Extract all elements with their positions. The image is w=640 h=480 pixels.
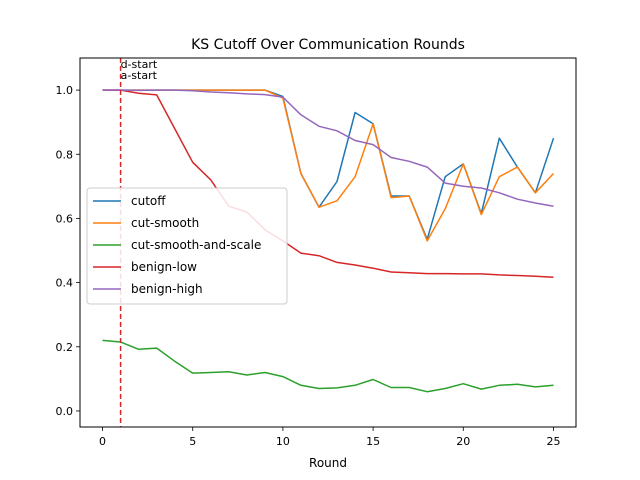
- x-axis-label: Round: [309, 456, 347, 470]
- plot-frame: [79, 57, 577, 428]
- y-tick-label: 0.2: [56, 341, 74, 354]
- legend-label: benign-low: [131, 260, 197, 274]
- y-tick-label: 0.8: [56, 148, 74, 161]
- marker-label: a-start: [121, 69, 158, 82]
- y-tick-label: 0.0: [56, 405, 74, 418]
- legend-box: [86, 187, 288, 305]
- y-tick-label: 0.6: [56, 212, 74, 225]
- x-tick-label: 0: [99, 435, 106, 448]
- legend-label: cutoff: [131, 194, 166, 208]
- series-line-benign-high: [102, 89, 554, 207]
- y-tick-label: 0.4: [56, 277, 74, 290]
- x-tick-label: 25: [546, 435, 560, 448]
- series-line-benign-low: [102, 89, 554, 278]
- legend-label: cut-smooth-and-scale: [131, 238, 261, 252]
- marker-label: d-start: [121, 58, 158, 71]
- x-tick-label: 5: [189, 435, 196, 448]
- axis-layer: 0 5 10 15 20 25 0.0 0.2 0.4 0.6 0.8 1.0: [56, 84, 561, 448]
- y-tick-label: 1.0: [56, 84, 74, 97]
- series-layer: [102, 89, 555, 393]
- legend: cutoff cut-smooth cut-smooth-and-scale beni…: [86, 187, 288, 305]
- series-line-cut-smooth-and-scale: [102, 339, 554, 393]
- legend-label: cut-smooth: [131, 216, 199, 230]
- legend-label: benign-high: [131, 282, 203, 296]
- x-tick-label: 10: [276, 435, 290, 448]
- x-tick-label: 20: [456, 435, 470, 448]
- x-tick-label: 15: [366, 435, 380, 448]
- chart-title: KS Cutoff Over Communication Rounds: [191, 37, 465, 53]
